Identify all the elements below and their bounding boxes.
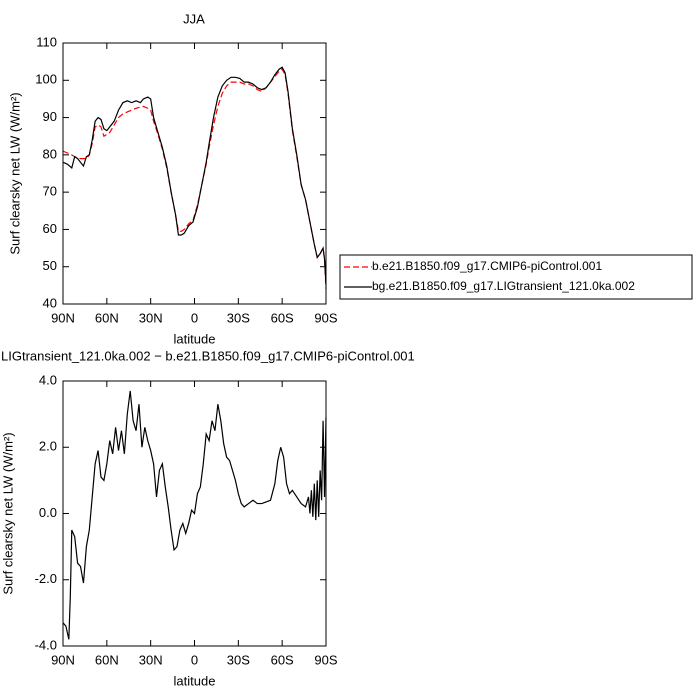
x-tick-label: 60N (95, 652, 119, 667)
x-tick-label: 0 (191, 652, 198, 667)
x-tick-label: 30S (227, 652, 250, 667)
x-tick-label: 30N (139, 310, 163, 325)
legend-label: bg.e21.B1850.f09_g17.LIGtransient_121.0k… (372, 279, 635, 293)
x-axis-label: latitude (174, 331, 216, 346)
plot-frame (62, 42, 327, 305)
y-tick-label: 0.0 (39, 505, 57, 520)
y-tick-label: 2.0 (39, 439, 57, 454)
y-axis-label: Surf clearsky net LW (W/m²) (7, 92, 22, 254)
chart-title: LIGtransient_121.0ka.002 − b.e21.B1850.f… (1, 348, 415, 363)
y-tick-label: 4.0 (39, 372, 57, 387)
y-tick-label: 80 (43, 146, 57, 161)
data-line (62, 390, 327, 640)
y-tick-label: 50 (43, 258, 57, 273)
y-tick-label: 90 (43, 109, 57, 124)
y-tick-label: -2.0 (35, 571, 57, 586)
y-axis-label: Surf clearsky net LW (W/m²) (0, 432, 15, 594)
x-tick-label: 90S (314, 310, 337, 325)
y-tick-label: -4.0 (35, 637, 57, 652)
legend-box (339, 254, 693, 300)
x-tick-label: 60N (95, 310, 119, 325)
chart-title: JJA (183, 11, 205, 26)
x-tick-label: 30S (227, 310, 250, 325)
legend-label: b.e21.B1850.f09_g17.CMIP6-piControl.001 (372, 259, 602, 273)
x-tick-label: 30N (139, 652, 163, 667)
y-tick-label: 70 (43, 184, 57, 199)
x-tick-label: 0 (191, 310, 198, 325)
x-tick-label: 90N (51, 652, 75, 667)
data-line (62, 68, 327, 290)
legend: b.e21.B1850.f09_g17.CMIP6-piControl.001b… (339, 254, 693, 300)
data-line (62, 66, 327, 286)
y-tick-label: 100 (35, 72, 57, 87)
x-tick-label: 90N (51, 310, 75, 325)
y-tick-label: 40 (43, 295, 57, 310)
x-axis-label: latitude (174, 673, 216, 688)
x-tick-label: 60S (271, 652, 294, 667)
x-tick-label: 90S (314, 652, 337, 667)
plot-frame (62, 380, 327, 647)
y-tick-label: 60 (43, 221, 57, 236)
y-tick-label: 110 (36, 34, 57, 49)
x-tick-label: 60S (271, 310, 294, 325)
